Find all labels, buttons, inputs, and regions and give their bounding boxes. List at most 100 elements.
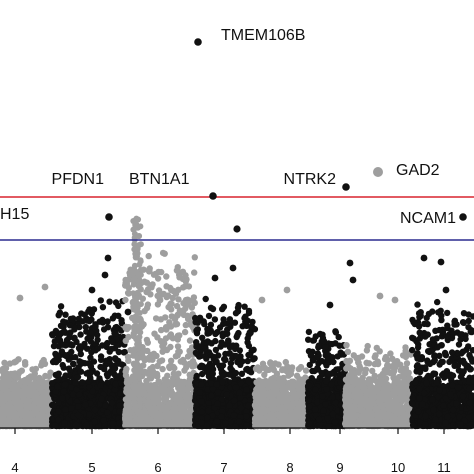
snp-point <box>97 353 105 360</box>
snp-point <box>274 398 281 405</box>
snp-point <box>268 405 275 412</box>
snp-point <box>94 331 101 339</box>
snp-point <box>198 408 206 415</box>
snp-point <box>243 413 250 420</box>
snp-point <box>182 278 189 285</box>
snp-point <box>288 364 296 371</box>
snp-point <box>232 384 240 391</box>
snp-point <box>61 419 68 427</box>
snp-point <box>205 312 213 320</box>
snp-point <box>254 364 261 371</box>
snp-point <box>104 339 111 347</box>
snp-point <box>209 370 216 377</box>
snp-point <box>167 300 174 307</box>
snp-point <box>180 359 188 366</box>
snp-point <box>268 389 275 397</box>
snp-point <box>57 303 65 310</box>
snp-point <box>50 342 58 350</box>
snp-point <box>122 296 129 304</box>
snp-point <box>118 317 125 324</box>
snp-point <box>20 377 27 385</box>
snp-point <box>39 420 47 427</box>
snp-point <box>289 402 296 409</box>
snp-point <box>306 403 313 410</box>
snp-point <box>110 365 118 373</box>
snp-point <box>100 326 108 333</box>
snp-point <box>209 305 217 313</box>
snp-point <box>69 391 77 398</box>
snp-point <box>186 337 194 344</box>
snp-point <box>230 397 238 404</box>
snp-point <box>272 418 280 425</box>
snp-point <box>53 371 61 378</box>
snp-point <box>94 345 102 352</box>
snp-point <box>193 327 200 334</box>
snp-point <box>193 372 200 380</box>
snp-point <box>305 396 312 404</box>
snp-point <box>290 392 298 400</box>
snp-point <box>61 381 69 388</box>
snp-point <box>182 321 189 329</box>
snp-point <box>293 372 301 379</box>
snp-point <box>235 301 242 309</box>
snp-point <box>152 315 160 322</box>
snp-point <box>161 393 168 400</box>
snp-point <box>282 358 289 366</box>
snp-point <box>87 354 94 361</box>
snp-points <box>0 215 474 430</box>
snp-point <box>75 391 83 398</box>
snp-point <box>212 346 220 354</box>
snp-point <box>167 286 175 294</box>
snp-point <box>60 388 67 395</box>
snp-point <box>328 340 336 348</box>
snp-point <box>0 378 6 385</box>
snp-point <box>191 299 198 307</box>
snp-point <box>302 367 310 374</box>
snp-point <box>323 386 330 393</box>
snp-point <box>16 405 24 413</box>
snp-point <box>309 337 317 344</box>
snp-point <box>123 325 131 333</box>
snp-point <box>167 399 174 407</box>
snp-point <box>83 317 90 324</box>
snp-point <box>239 323 246 330</box>
snp-point <box>315 416 323 423</box>
snp-point <box>26 380 33 387</box>
snp-point <box>322 344 329 351</box>
snp-point <box>91 406 99 414</box>
snp-point <box>325 370 332 378</box>
snp-point <box>176 392 184 399</box>
snp-point <box>116 419 123 427</box>
snp-point <box>193 339 200 346</box>
snp-point <box>162 314 169 321</box>
snp-point <box>218 413 225 420</box>
snp-point <box>70 360 77 368</box>
snp-point <box>55 408 62 415</box>
snp-point <box>213 381 220 388</box>
snp-point <box>5 401 12 408</box>
snp-point <box>169 335 177 342</box>
snp-point <box>166 363 173 371</box>
snp-point <box>233 353 240 360</box>
snp-point <box>328 380 335 388</box>
snp-point <box>123 379 131 387</box>
snp-point <box>158 268 165 276</box>
snp-point <box>72 379 79 386</box>
snp-point <box>322 378 330 385</box>
snp-point <box>182 272 189 279</box>
snp-point <box>223 391 230 398</box>
snp-point <box>249 318 256 326</box>
snp-point <box>97 363 104 371</box>
snp-point <box>190 294 198 301</box>
snp-point <box>117 371 125 379</box>
snp-point <box>79 379 86 386</box>
snp-point <box>152 270 159 278</box>
snp-point <box>21 359 29 366</box>
snp-point <box>244 357 251 365</box>
snp-point <box>285 420 292 427</box>
snp-point <box>66 334 73 341</box>
snp-point <box>232 310 240 317</box>
snp-point <box>98 395 105 403</box>
snp-point <box>117 379 125 387</box>
snp-point <box>288 408 295 415</box>
